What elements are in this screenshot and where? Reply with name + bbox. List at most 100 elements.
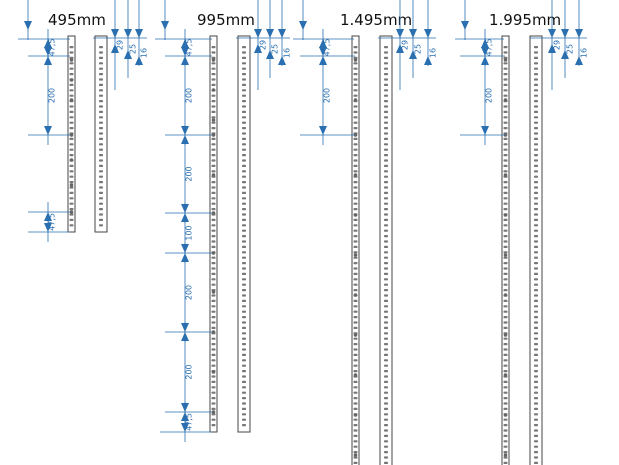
side-dimension-label: 16 — [580, 48, 589, 58]
rail-slot — [242, 170, 246, 173]
rail-slot — [242, 116, 246, 119]
arrow-head — [424, 29, 432, 38]
mounting-hole — [69, 183, 74, 187]
rail-slot — [211, 299, 216, 302]
arrow-head — [24, 21, 32, 30]
rail-slot — [503, 267, 508, 270]
rail-slot — [211, 154, 216, 157]
rail-slot — [384, 89, 388, 92]
rail-slot — [503, 310, 508, 313]
rail-slot — [534, 159, 538, 162]
rail-slot — [211, 418, 216, 421]
rail-slot — [211, 256, 216, 259]
arrow-head — [135, 56, 143, 65]
rail-slot — [353, 208, 358, 211]
rail-slot — [534, 89, 538, 92]
mounting-hole — [503, 253, 508, 257]
rail-slot — [503, 359, 508, 362]
rail-slot — [242, 224, 246, 227]
dimension-label: 47,5 — [48, 39, 57, 57]
rail-slot — [353, 89, 358, 92]
mounting-hole — [353, 253, 358, 257]
rail-slot — [384, 343, 388, 346]
arrow-head — [396, 29, 404, 38]
side-dimension-label: 16 — [140, 48, 149, 58]
rail-slot — [534, 181, 538, 184]
rail-slot — [211, 353, 216, 356]
rail-slot — [534, 46, 538, 49]
rail-slot — [211, 321, 216, 324]
rail-slot — [534, 375, 538, 378]
rail-slot — [384, 451, 388, 454]
rail-slot — [534, 305, 538, 308]
arrow-head — [161, 21, 169, 30]
rail-slot — [534, 456, 538, 459]
rail-slot — [534, 116, 538, 119]
rail-slot — [242, 191, 246, 194]
rail-slot — [211, 51, 216, 54]
mounting-hole — [353, 453, 358, 457]
rail-slot — [99, 67, 103, 70]
rail-slot — [99, 202, 103, 205]
rail-slot — [353, 326, 358, 329]
rail-slot — [242, 164, 246, 167]
rail-slot — [242, 278, 246, 281]
rail-group: 495mm 47,5 200 47,5 29 25 16 — [18, 0, 149, 242]
rail-slot — [242, 67, 246, 70]
rail-slot — [353, 337, 358, 340]
rail-slot — [384, 164, 388, 167]
mounting-hole — [503, 373, 508, 377]
rail-slot — [384, 110, 388, 113]
rail-slot — [503, 110, 508, 113]
rail-slot — [384, 240, 388, 243]
rail-slot — [211, 391, 216, 394]
rail-slot — [503, 256, 508, 259]
rail-slot — [242, 272, 246, 275]
rail-slot — [534, 132, 538, 135]
rail-slot — [503, 197, 508, 200]
rail-slot — [211, 310, 216, 313]
rail-slot — [534, 461, 538, 464]
rail-slot — [353, 256, 358, 259]
rail-slot — [353, 245, 358, 248]
mounting-hole — [503, 58, 508, 62]
rail-slot — [211, 164, 216, 167]
rail-slot — [503, 251, 508, 254]
mounting-hole — [503, 293, 508, 297]
side-dimension-label: 29 — [553, 40, 562, 50]
rail-slot — [99, 105, 103, 108]
rail-slot — [69, 116, 74, 119]
rail-slot — [503, 186, 508, 189]
rail-slot — [211, 424, 216, 427]
rail-slot — [211, 127, 216, 130]
rail-slot — [211, 78, 216, 81]
rail-slot — [69, 94, 74, 97]
rail-slot — [534, 272, 538, 275]
rail-slot — [99, 127, 103, 130]
rail-slot — [503, 218, 508, 221]
rail-slot — [534, 413, 538, 416]
mounting-hole — [69, 158, 74, 162]
rail-slot — [503, 370, 508, 373]
rail-slot — [353, 83, 358, 86]
rail-slot — [242, 391, 246, 394]
rail-slot — [503, 105, 508, 108]
rail-slot — [211, 208, 216, 211]
arrow-head — [548, 29, 556, 38]
dimension-label: 200 — [185, 364, 194, 379]
rail-slot — [211, 224, 216, 227]
rail-slot — [353, 240, 358, 243]
rail-slot — [534, 224, 538, 227]
rail-slot — [534, 83, 538, 86]
rail-slot — [353, 127, 358, 130]
rail-slot — [353, 397, 358, 400]
rail-slot — [503, 208, 508, 211]
rail-slot — [353, 181, 358, 184]
mounting-hole — [211, 370, 216, 374]
side-dimension-label: 29 — [401, 40, 410, 50]
rail-slot — [384, 116, 388, 119]
rail-slot — [353, 262, 358, 265]
mounting-hole — [503, 133, 508, 137]
mounting-hole — [69, 58, 74, 62]
rail-slot — [384, 127, 388, 130]
